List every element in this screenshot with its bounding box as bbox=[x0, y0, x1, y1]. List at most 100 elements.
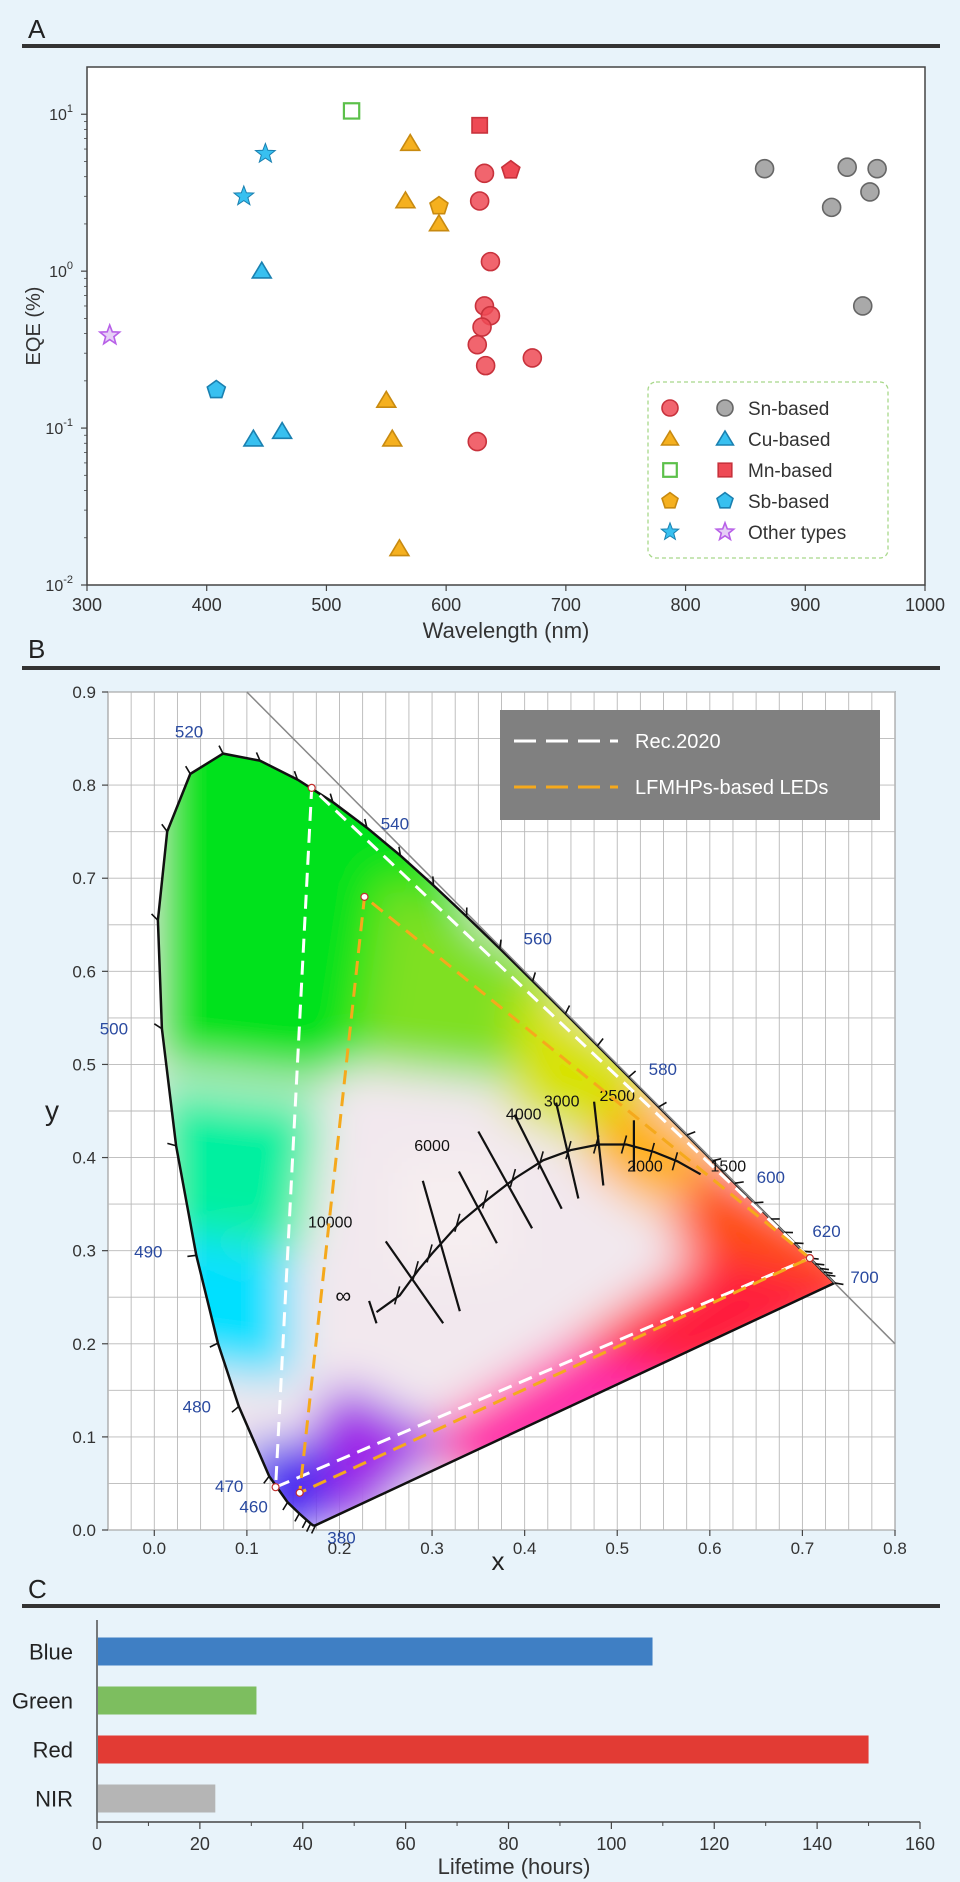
y-tick-label: 0.8 bbox=[72, 776, 96, 795]
wavelength-tick bbox=[263, 1475, 270, 1484]
planckian-tick bbox=[671, 1152, 679, 1171]
x-tick-label: 0.1 bbox=[235, 1539, 259, 1558]
planckian-label: 3000 bbox=[544, 1093, 580, 1110]
y-axis-title: y bbox=[45, 1095, 59, 1126]
gamut-vertex bbox=[271, 1483, 280, 1492]
legend-label: Rec.2020 bbox=[635, 731, 721, 753]
y-tick-label: 100 bbox=[49, 260, 73, 281]
data-point bbox=[242, 428, 265, 447]
legend-marker bbox=[660, 429, 680, 446]
x-tick-label: 0.4 bbox=[513, 1539, 537, 1558]
legend-label: LFMHPs-based LEDs bbox=[635, 777, 828, 799]
data-point bbox=[852, 296, 873, 316]
data-point bbox=[271, 421, 293, 440]
wavelength-tick bbox=[819, 1267, 830, 1271]
x-tick-label: 0.8 bbox=[883, 1539, 907, 1558]
x-tick-label: 0.2 bbox=[328, 1539, 352, 1558]
x-tick-label: 0.0 bbox=[142, 1539, 166, 1558]
cie-chromaticity-diagram: 0.0 0.1 0.2 0.3 0.4 0.5 0.6 0.7 0.8 0.0 0.1 0.2 0.3 0… bbox=[45, 683, 907, 1572]
isotherm-line bbox=[477, 1130, 534, 1229]
wavelength-label: 520 bbox=[175, 723, 203, 742]
x-tick-label: 120 bbox=[699, 1834, 729, 1854]
x-tick-label: 900 bbox=[790, 595, 820, 615]
wavelength-tick bbox=[153, 1023, 163, 1030]
planckian-label: 6000 bbox=[414, 1138, 450, 1155]
data-point bbox=[469, 191, 490, 211]
data-point bbox=[867, 158, 887, 179]
wavelength-label: 620 bbox=[812, 1222, 840, 1241]
legend-marker bbox=[717, 462, 733, 478]
legend-marker bbox=[714, 520, 736, 542]
x-axis-title: x bbox=[492, 1546, 505, 1572]
data-point bbox=[375, 389, 398, 408]
x-tick-label: 140 bbox=[802, 1834, 832, 1854]
data-point bbox=[250, 260, 273, 279]
data-point bbox=[399, 133, 422, 152]
x-tick-label: 800 bbox=[671, 595, 701, 615]
planckian-label: 10000 bbox=[308, 1214, 353, 1231]
x-tick-label: 700 bbox=[551, 595, 581, 615]
wavelength-tick bbox=[293, 770, 299, 780]
planckian-tick bbox=[620, 1135, 628, 1154]
data-point bbox=[97, 322, 122, 346]
wavelength-tick bbox=[184, 765, 191, 775]
wavelength-tick bbox=[329, 793, 334, 803]
color-region bbox=[395, 1157, 507, 1270]
wavelength-tick bbox=[498, 939, 502, 949]
wavelength-tick bbox=[255, 752, 261, 762]
legend-label: Mn-based bbox=[748, 461, 833, 482]
wavelength-tick bbox=[310, 1524, 317, 1534]
wavelength-tick bbox=[826, 1274, 836, 1277]
data-point bbox=[467, 431, 488, 452]
x-tick-label: 0.7 bbox=[791, 1539, 815, 1558]
legend-marker bbox=[662, 462, 678, 478]
category-label: Green bbox=[12, 1689, 73, 1714]
wavelength-label: 700 bbox=[850, 1268, 878, 1287]
planckian-locus bbox=[375, 1143, 702, 1313]
color-region bbox=[570, 1250, 835, 1391]
x-tick-label: 1000 bbox=[905, 595, 945, 615]
legend-label: Sn-based bbox=[748, 399, 829, 420]
x-tick-label: 400 bbox=[192, 595, 222, 615]
legend-label: Sb-based bbox=[748, 492, 829, 513]
bar-red bbox=[98, 1735, 869, 1764]
y-axis-title: EQE (%) bbox=[23, 287, 45, 366]
data-point bbox=[480, 251, 501, 272]
planckian-tick bbox=[565, 1140, 572, 1160]
data-point bbox=[467, 334, 488, 355]
wavelength-tick bbox=[628, 1070, 637, 1078]
panel-label-b: B bbox=[28, 634, 46, 664]
wavelength-tick bbox=[282, 1501, 289, 1511]
color-region bbox=[157, 1083, 321, 1251]
gamut-vertex bbox=[295, 1488, 304, 1497]
data-point bbox=[860, 182, 880, 202]
data-point bbox=[475, 355, 496, 376]
isotherm-line bbox=[368, 1300, 378, 1324]
data-point bbox=[394, 190, 417, 209]
legend-marker bbox=[715, 429, 735, 446]
data-point bbox=[388, 538, 411, 557]
wavelength-label: 380 bbox=[327, 1528, 355, 1547]
legend-box bbox=[647, 381, 889, 559]
legend-marker bbox=[661, 399, 679, 417]
x-tick-label: 600 bbox=[431, 595, 461, 615]
y-tick-label: 101 bbox=[49, 103, 73, 124]
x-tick-label: 100 bbox=[596, 1834, 626, 1854]
planckian-tick bbox=[509, 1168, 517, 1188]
legend-marker bbox=[659, 521, 681, 541]
gamut-vertex bbox=[360, 892, 369, 901]
planckian-tick bbox=[393, 1286, 401, 1305]
panel-divider-b bbox=[22, 666, 940, 670]
x-tick-label: 60 bbox=[396, 1834, 416, 1854]
x-tick-label: 160 bbox=[905, 1834, 935, 1854]
gamut-triangle bbox=[297, 893, 813, 1496]
gamut-vertex bbox=[805, 1254, 814, 1263]
wavelength-tick bbox=[301, 1519, 308, 1529]
wavelength-tick bbox=[823, 1271, 833, 1275]
data-point bbox=[429, 195, 449, 215]
x-axis-title: Wavelength (nm) bbox=[423, 618, 590, 643]
y-tick-label: 0.9 bbox=[72, 683, 96, 702]
y-tick-label: 0.1 bbox=[72, 1428, 96, 1447]
wavelength-tick bbox=[794, 1242, 804, 1245]
x-tick-label: 0 bbox=[92, 1834, 102, 1854]
